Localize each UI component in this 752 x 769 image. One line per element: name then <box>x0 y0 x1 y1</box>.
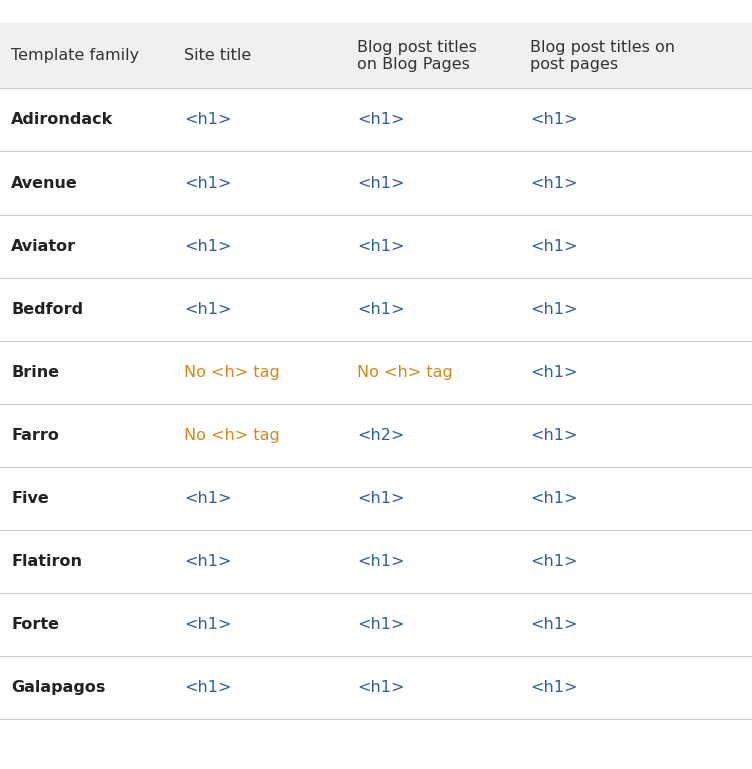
Text: Avenue: Avenue <box>11 175 78 191</box>
Text: <h1>: <h1> <box>530 554 578 569</box>
Text: <h1>: <h1> <box>530 428 578 443</box>
Text: <h1>: <h1> <box>530 112 578 128</box>
Text: <h1>: <h1> <box>357 617 405 632</box>
Text: <h1>: <h1> <box>357 301 405 317</box>
Text: <h1>: <h1> <box>184 112 232 128</box>
Text: <h1>: <h1> <box>184 491 232 506</box>
Text: Template family: Template family <box>11 48 139 63</box>
Text: No <h> tag: No <h> tag <box>184 428 280 443</box>
Text: Flatiron: Flatiron <box>11 554 82 569</box>
Text: Farro: Farro <box>11 428 59 443</box>
FancyBboxPatch shape <box>0 530 752 593</box>
Text: <h1>: <h1> <box>530 617 578 632</box>
Text: Five: Five <box>11 491 49 506</box>
Text: <h1>: <h1> <box>184 617 232 632</box>
Text: <h1>: <h1> <box>530 238 578 254</box>
Text: <h2>: <h2> <box>357 428 405 443</box>
Text: <h1>: <h1> <box>184 680 232 695</box>
Text: Brine: Brine <box>11 365 59 380</box>
Text: <h1>: <h1> <box>530 365 578 380</box>
Text: Site title: Site title <box>184 48 251 63</box>
FancyBboxPatch shape <box>0 593 752 656</box>
Text: <h1>: <h1> <box>184 238 232 254</box>
FancyBboxPatch shape <box>0 341 752 404</box>
FancyBboxPatch shape <box>0 151 752 215</box>
Text: <h1>: <h1> <box>184 301 232 317</box>
Text: Aviator: Aviator <box>11 238 77 254</box>
Text: <h1>: <h1> <box>530 491 578 506</box>
FancyBboxPatch shape <box>0 467 752 530</box>
Text: Forte: Forte <box>11 617 59 632</box>
Text: Adirondack: Adirondack <box>11 112 114 128</box>
Text: <h1>: <h1> <box>357 680 405 695</box>
Text: <h1>: <h1> <box>357 238 405 254</box>
FancyBboxPatch shape <box>0 656 752 719</box>
Text: <h1>: <h1> <box>357 554 405 569</box>
Text: No <h> tag: No <h> tag <box>184 365 280 380</box>
Text: <h1>: <h1> <box>357 491 405 506</box>
FancyBboxPatch shape <box>0 215 752 278</box>
Text: Galapagos: Galapagos <box>11 680 105 695</box>
FancyBboxPatch shape <box>0 404 752 467</box>
Text: <h1>: <h1> <box>530 301 578 317</box>
Text: <h1>: <h1> <box>530 680 578 695</box>
FancyBboxPatch shape <box>0 278 752 341</box>
Text: <h1>: <h1> <box>184 554 232 569</box>
FancyBboxPatch shape <box>0 88 752 151</box>
FancyBboxPatch shape <box>0 23 752 88</box>
Text: Blog post titles on
post pages: Blog post titles on post pages <box>530 39 675 72</box>
Text: Blog post titles
on Blog Pages: Blog post titles on Blog Pages <box>357 39 477 72</box>
Text: <h1>: <h1> <box>184 175 232 191</box>
Text: <h1>: <h1> <box>357 175 405 191</box>
Text: Bedford: Bedford <box>11 301 83 317</box>
Text: <h1>: <h1> <box>357 112 405 128</box>
Text: No <h> tag: No <h> tag <box>357 365 453 380</box>
Text: <h1>: <h1> <box>530 175 578 191</box>
